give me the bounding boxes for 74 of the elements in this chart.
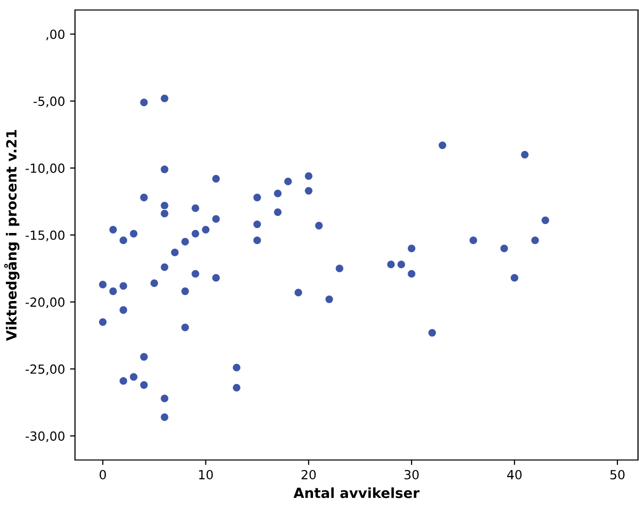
point <box>396 260 406 269</box>
point <box>252 220 262 229</box>
point <box>180 322 190 332</box>
point <box>386 260 396 269</box>
x-tick-label: 20 <box>302 470 316 480</box>
point <box>118 236 128 245</box>
x-tick-label: 40 <box>507 470 522 480</box>
point <box>160 94 170 103</box>
x-tick-label: 30 <box>404 470 419 480</box>
point <box>160 262 170 272</box>
y-axis-title: Viktnedgång i procent v.21 <box>4 130 20 341</box>
point <box>211 214 221 224</box>
point <box>139 98 148 107</box>
point <box>273 188 282 198</box>
point <box>530 236 540 245</box>
point <box>314 221 324 230</box>
point <box>520 150 530 160</box>
point <box>180 237 190 246</box>
y-tick-label: -10,00 <box>26 164 64 174</box>
point <box>468 236 478 245</box>
point <box>294 288 303 298</box>
point <box>190 229 200 238</box>
point <box>252 192 262 202</box>
y-tick-label: -15,00 <box>26 230 64 242</box>
point <box>118 305 128 315</box>
point <box>118 281 128 290</box>
point <box>252 236 262 245</box>
point <box>160 209 170 218</box>
point <box>160 164 170 174</box>
point <box>540 216 550 225</box>
point <box>139 352 148 362</box>
point <box>407 269 416 278</box>
point <box>284 176 293 186</box>
point <box>335 264 344 273</box>
y-tick-label: -20,00 <box>26 297 64 308</box>
point <box>407 244 416 253</box>
y-tick-label: -30,00 <box>26 431 64 442</box>
point <box>190 269 200 278</box>
point <box>201 225 210 234</box>
point <box>98 318 108 327</box>
point <box>232 383 242 392</box>
point <box>190 204 200 213</box>
x-tick-label: 10 <box>199 470 213 480</box>
point <box>510 273 520 282</box>
point <box>160 201 170 210</box>
point <box>438 140 447 150</box>
point <box>139 380 148 390</box>
point <box>108 286 118 296</box>
point <box>170 248 180 257</box>
point <box>98 280 108 290</box>
point <box>160 412 170 422</box>
point <box>304 186 314 196</box>
x-tick-label: 0 <box>100 470 106 480</box>
y-tick-label: -25,00 <box>26 364 64 376</box>
point <box>304 172 314 181</box>
point <box>118 376 128 386</box>
point <box>150 278 159 288</box>
point <box>129 229 138 238</box>
point <box>273 208 282 217</box>
x-tick-label: 50 <box>610 470 625 480</box>
point <box>232 363 242 372</box>
point <box>500 244 509 253</box>
point <box>211 273 221 282</box>
point <box>180 286 190 296</box>
point <box>160 394 170 403</box>
y-tick-label: ,00 <box>46 30 64 40</box>
point <box>428 328 437 338</box>
point <box>139 192 148 202</box>
point <box>108 225 118 234</box>
point <box>211 174 221 184</box>
point <box>324 294 334 304</box>
x-axis-title: Antal avvikelser <box>294 487 420 498</box>
point <box>129 372 138 382</box>
y-tick-label: -5,00 <box>34 96 64 108</box>
